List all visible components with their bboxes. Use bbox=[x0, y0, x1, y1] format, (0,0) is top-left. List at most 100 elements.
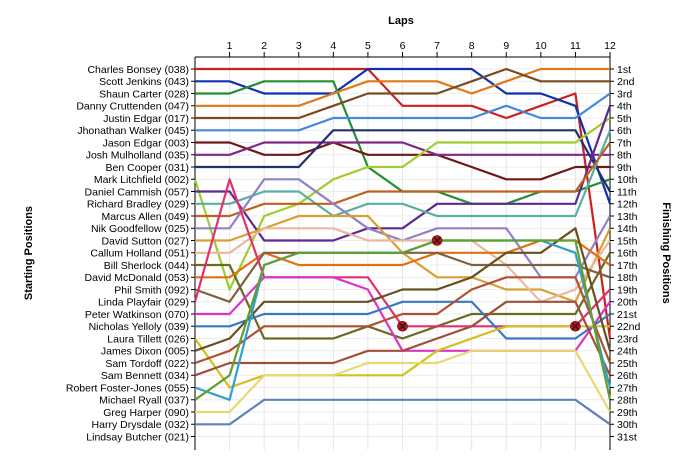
series-lines bbox=[193, 67, 612, 426]
driver-position-line bbox=[195, 67, 610, 107]
lap-tick-label: 1 bbox=[227, 40, 233, 52]
finishing-label: 7th bbox=[617, 137, 632, 149]
finishing-label: 8th bbox=[617, 150, 632, 162]
driver-position-line bbox=[195, 252, 611, 340]
crash-markers bbox=[397, 235, 581, 332]
finishing-label: 28th bbox=[617, 395, 638, 407]
finishing-label: 29th bbox=[617, 407, 638, 419]
finishing-label: 4th bbox=[617, 101, 632, 113]
driver-position-line bbox=[195, 398, 611, 426]
driver-position-line bbox=[195, 141, 610, 181]
finishing-label: 5th bbox=[617, 113, 632, 125]
finishing-label: 17th bbox=[617, 260, 638, 272]
lap-tick-label: 9 bbox=[503, 40, 509, 52]
finishing-label: 21st bbox=[617, 309, 637, 321]
finishing-label: 31st bbox=[617, 431, 637, 443]
lap-tick-label: 11 bbox=[570, 40, 581, 52]
finishing-label: 19th bbox=[617, 284, 638, 296]
finishing-label: 24th bbox=[617, 346, 638, 358]
finishing-label: 2nd bbox=[617, 76, 635, 88]
starting-label: Josh Mulholland (035) bbox=[86, 150, 189, 162]
finishing-label: 6th bbox=[617, 125, 632, 137]
driver-position-line bbox=[195, 300, 611, 340]
starting-position-labels: Charles Bonsey (038)Scott Jenkins (043)S… bbox=[66, 64, 195, 443]
lap-tick-labels: 1 2 3 4 5 6 7 8 9 10 11 12 bbox=[227, 40, 616, 57]
starting-label: Danny Cruttenden (047) bbox=[76, 101, 189, 113]
starting-label: Charles Bonsey (038) bbox=[87, 64, 189, 76]
finishing-label: 12th bbox=[617, 199, 638, 211]
finishing-label: 3rd bbox=[617, 88, 632, 100]
finishing-label: 10th bbox=[617, 174, 638, 186]
lap-tick-label: 5 bbox=[365, 40, 371, 52]
finishing-label: 26th bbox=[617, 370, 638, 382]
driver-position-line bbox=[195, 67, 612, 339]
lap-tick-label: 3 bbox=[296, 40, 302, 52]
starting-label: Michael Ryall (037) bbox=[99, 395, 189, 407]
finishing-label: 14th bbox=[617, 223, 638, 235]
finishing-label: 11th bbox=[617, 186, 637, 198]
starting-label: Marcus Allen (049) bbox=[101, 211, 189, 223]
driver-position-line bbox=[194, 276, 612, 365]
starting-label: Linda Playfair (029) bbox=[98, 297, 189, 309]
starting-label: Harry Drysdale (032) bbox=[92, 419, 189, 431]
finishing-label: 16th bbox=[617, 248, 638, 260]
driver-position-line bbox=[193, 117, 611, 291]
starting-label: Sam Tordoff (022) bbox=[105, 358, 189, 370]
finishing-label: 25th bbox=[617, 358, 638, 370]
starting-label: Shaun Carter (028) bbox=[99, 88, 189, 100]
driver-position-line bbox=[195, 129, 612, 218]
driver-position-line bbox=[195, 141, 610, 156]
starting-label: Nicholas Yelloly (039) bbox=[89, 321, 189, 333]
finishing-label: 13th bbox=[617, 211, 638, 223]
starting-label: Scott Jenkins (043) bbox=[99, 76, 189, 88]
starting-label: Nik Goodfellow (025) bbox=[91, 223, 189, 235]
starting-label: Mark Litchfield (002) bbox=[94, 174, 189, 186]
lap-tick-label: 6 bbox=[400, 40, 406, 52]
lap-tick-label: 7 bbox=[434, 40, 440, 52]
finishing-position-labels: 1st2nd3rd4th5th6th7th8th9th10th11th12th1… bbox=[610, 64, 641, 443]
starting-label: Phil Smith (092) bbox=[114, 284, 189, 296]
driver-position-line bbox=[195, 349, 611, 414]
starting-label: Peter Watkinson (070) bbox=[85, 309, 189, 321]
y-left-axis-title: Starting Positions bbox=[23, 206, 35, 300]
starting-label: Greg Harper (090) bbox=[103, 407, 189, 419]
finishing-label: 15th bbox=[617, 235, 638, 247]
starting-label: Bill Sherlock (044) bbox=[104, 260, 189, 272]
starting-label: Ben Cooper (031) bbox=[106, 162, 189, 174]
starting-label: Sam Bennett (034) bbox=[101, 370, 189, 382]
driver-position-line bbox=[195, 92, 611, 132]
starting-label: Jason Edgar (003) bbox=[103, 137, 189, 149]
starting-label: Laura Tillett (026) bbox=[107, 333, 189, 345]
lap-tick-label: 10 bbox=[535, 40, 547, 52]
starting-label: Daniel Cammish (057) bbox=[85, 186, 189, 198]
driver-position-line bbox=[195, 105, 612, 242]
driver-position-line bbox=[195, 129, 611, 193]
starting-label: Richard Bradley (029) bbox=[87, 199, 189, 211]
finishing-label: 22nd bbox=[617, 321, 641, 333]
lap-tick-label: 8 bbox=[469, 40, 475, 52]
driver-position-line bbox=[195, 67, 612, 205]
driver-position-line bbox=[194, 227, 612, 352]
red-cross-icon bbox=[570, 320, 581, 332]
starting-label: Robert Foster-Jones (055) bbox=[66, 382, 189, 394]
finishing-label: 9th bbox=[617, 162, 632, 174]
finishing-label: 23rd bbox=[617, 333, 638, 345]
finishing-label: 1st bbox=[617, 64, 631, 76]
lap-tick-label: 2 bbox=[261, 40, 267, 52]
starting-label: Jhonathan Walker (045) bbox=[77, 125, 189, 137]
driver-position-line bbox=[194, 239, 612, 401]
finishing-label: 20th bbox=[617, 297, 638, 309]
lap-tick-label: 4 bbox=[330, 40, 336, 52]
red-cross-icon bbox=[431, 235, 443, 246]
starting-label: Callum Holland (051) bbox=[90, 248, 189, 260]
finishing-label: 30th bbox=[617, 419, 638, 431]
finishing-label: 27th bbox=[617, 382, 638, 394]
starting-label: Lindsay Butcher (021) bbox=[86, 431, 189, 443]
red-cross-icon bbox=[397, 320, 408, 332]
starting-label: Justin Edgar (017) bbox=[103, 113, 189, 125]
x-axis-title: Laps bbox=[388, 15, 414, 27]
finishing-label: 18th bbox=[617, 272, 638, 284]
starting-label: David Sutton (027) bbox=[101, 235, 189, 247]
lap-tick-label: 12 bbox=[604, 40, 616, 52]
